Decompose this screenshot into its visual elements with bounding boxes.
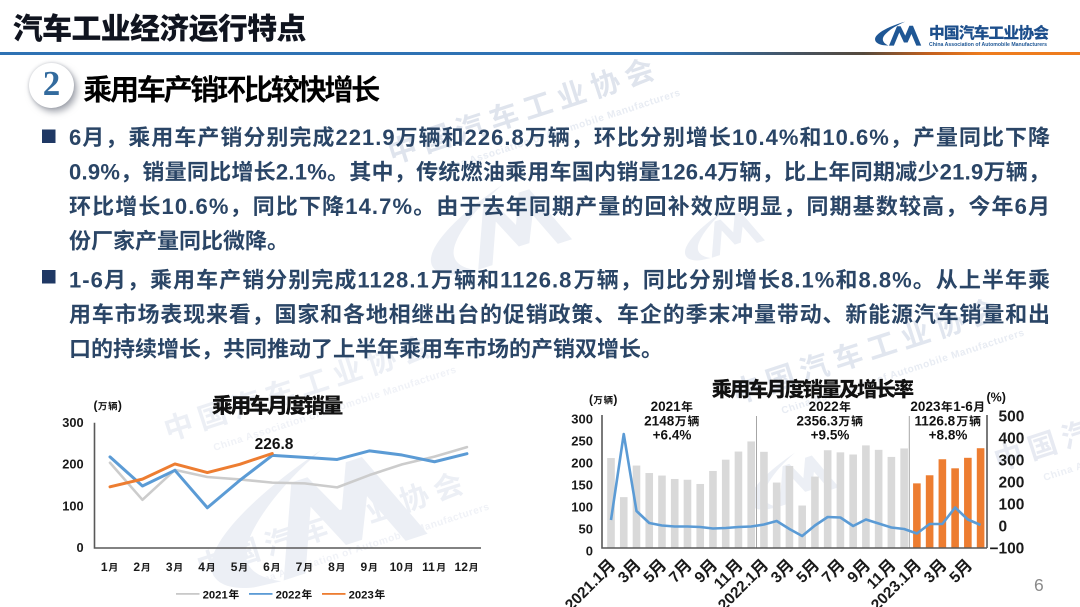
svg-text:): ) bbox=[118, 399, 122, 413]
svg-text:1-6: 1-6 bbox=[953, 399, 973, 414]
svg-text:300: 300 bbox=[999, 452, 1025, 469]
svg-text:2: 2 bbox=[133, 560, 140, 574]
svg-text:2021.1: 2021.1 bbox=[562, 568, 608, 607]
svg-text:50: 50 bbox=[579, 522, 593, 537]
svg-text:126.4: 126.4 bbox=[661, 160, 718, 185]
svg-text:226.8: 226.8 bbox=[255, 436, 294, 453]
svg-text:2023: 2023 bbox=[910, 399, 941, 414]
svg-text:(%): (%) bbox=[987, 391, 1006, 405]
svg-text:21.9: 21.9 bbox=[940, 160, 984, 185]
svg-text:400: 400 bbox=[999, 430, 1025, 447]
svg-text:300: 300 bbox=[62, 415, 83, 430]
svg-text:+8.8%: +8.8% bbox=[929, 428, 968, 443]
svg-text:2356.3: 2356.3 bbox=[797, 413, 839, 428]
svg-text:−100: −100 bbox=[989, 540, 1024, 557]
svg-text:226.8: 226.8 bbox=[465, 125, 525, 150]
svg-text:2.1%: 2.1% bbox=[276, 160, 327, 185]
svg-text:7: 7 bbox=[296, 560, 303, 574]
svg-text:6: 6 bbox=[1034, 575, 1044, 595]
svg-text:8: 8 bbox=[328, 560, 335, 574]
svg-text:2022: 2022 bbox=[809, 399, 839, 414]
svg-text:6: 6 bbox=[263, 560, 270, 574]
svg-text:200: 200 bbox=[62, 457, 83, 472]
svg-text:100: 100 bbox=[571, 500, 593, 515]
svg-text:(: ( bbox=[589, 393, 593, 407]
svg-text:1-6: 1-6 bbox=[69, 268, 104, 293]
svg-text:2021: 2021 bbox=[203, 589, 228, 601]
svg-text:1126.8: 1126.8 bbox=[915, 413, 956, 428]
svg-text:10.4%: 10.4% bbox=[732, 125, 799, 150]
svg-text:8.1%: 8.1% bbox=[781, 268, 835, 293]
svg-text:1126.8: 1126.8 bbox=[500, 268, 572, 293]
svg-text:+6.4%: +6.4% bbox=[653, 428, 692, 443]
svg-text:10: 10 bbox=[390, 560, 404, 574]
svg-text:10.6%: 10.6% bbox=[162, 194, 230, 219]
svg-text:8.8%: 8.8% bbox=[858, 268, 912, 293]
svg-text:11: 11 bbox=[422, 560, 435, 574]
svg-text:150: 150 bbox=[571, 478, 593, 493]
svg-text:200: 200 bbox=[571, 456, 593, 471]
svg-text:China Association of Automobil: China Association of Automobile Manufact… bbox=[245, 502, 491, 591]
svg-text:2022: 2022 bbox=[276, 589, 301, 601]
svg-text:2148: 2148 bbox=[644, 413, 675, 428]
svg-text:6: 6 bbox=[69, 125, 82, 150]
svg-text:0.9%: 0.9% bbox=[69, 160, 120, 185]
svg-text:2021: 2021 bbox=[651, 399, 682, 414]
svg-text:200: 200 bbox=[999, 474, 1025, 491]
svg-text:6: 6 bbox=[1015, 194, 1028, 219]
svg-text:100: 100 bbox=[999, 496, 1025, 513]
svg-text:): ) bbox=[613, 393, 617, 407]
svg-text:500: 500 bbox=[999, 408, 1025, 425]
svg-text:250: 250 bbox=[571, 434, 593, 449]
svg-text:0: 0 bbox=[76, 540, 83, 555]
svg-text:5: 5 bbox=[231, 560, 238, 574]
svg-text:9: 9 bbox=[361, 560, 368, 574]
svg-text:1128.1: 1128.1 bbox=[357, 268, 429, 293]
svg-text:1: 1 bbox=[101, 560, 108, 574]
svg-text:+9.5%: +9.5% bbox=[811, 428, 850, 443]
svg-text:12: 12 bbox=[455, 560, 469, 574]
svg-text:0: 0 bbox=[999, 518, 1008, 535]
svg-text:China Association of Automobil: China Association of Automobile Manufact… bbox=[1042, 395, 1080, 484]
svg-text:2023: 2023 bbox=[349, 589, 374, 601]
svg-text:(: ( bbox=[94, 399, 98, 413]
svg-text:221.9: 221.9 bbox=[335, 125, 395, 150]
svg-text:300: 300 bbox=[571, 412, 593, 427]
svg-text:14.7%: 14.7% bbox=[345, 194, 413, 219]
svg-text:10.6%: 10.6% bbox=[822, 125, 889, 150]
svg-text:0: 0 bbox=[586, 544, 593, 559]
svg-text:China Association of Automobil: China Association of Automobile Manufact… bbox=[929, 42, 1048, 48]
svg-text:100: 100 bbox=[62, 498, 83, 513]
svg-text:3: 3 bbox=[166, 560, 173, 574]
svg-text:4: 4 bbox=[198, 560, 205, 574]
